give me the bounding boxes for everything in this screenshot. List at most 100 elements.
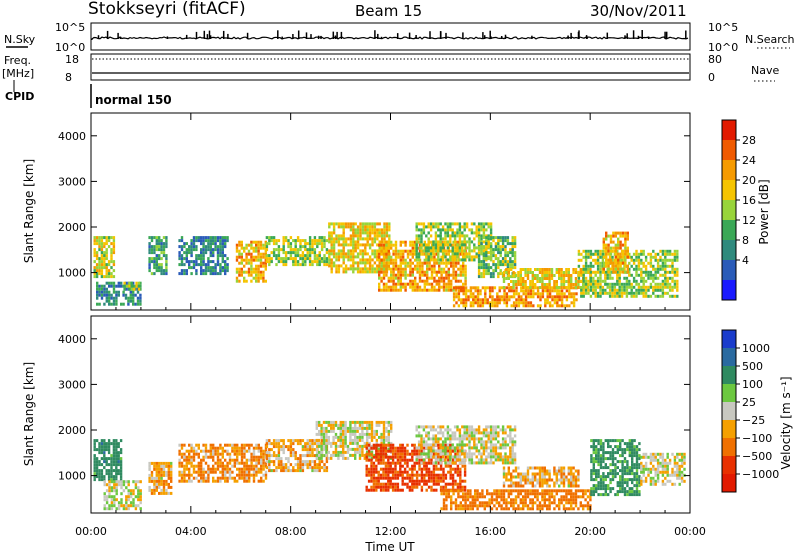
data-cell [368, 420, 371, 424]
data-cell [342, 252, 345, 256]
data-cell [207, 479, 210, 483]
data-cell [553, 283, 556, 286]
data-cell [382, 443, 385, 447]
data-cell [509, 275, 512, 279]
data-cell [513, 266, 517, 270]
data-cell [531, 280, 534, 283]
data-cell [505, 277, 508, 280]
data-cell [228, 458, 232, 462]
data-cell [635, 264, 638, 268]
data-cell [296, 442, 300, 446]
data-cell [228, 452, 232, 456]
data-cell [139, 293, 142, 297]
data-cell [630, 258, 633, 262]
data-cell [235, 255, 239, 259]
data-cell [396, 458, 400, 462]
data-cell [391, 467, 395, 471]
data-cell [185, 467, 188, 471]
data-cell [438, 285, 441, 289]
data-cell [439, 464, 443, 468]
data-cell [165, 269, 168, 273]
data-cell [107, 448, 111, 452]
data-cell [484, 286, 487, 290]
data-cell [396, 452, 400, 456]
data-cell [582, 271, 585, 274]
y-tick-label: 1000 [58, 267, 86, 280]
data-cell [313, 260, 317, 264]
data-cell [587, 288, 590, 292]
data-cell [107, 463, 111, 467]
data-cell [214, 239, 217, 243]
data-cell [394, 273, 398, 277]
data-cell [437, 252, 440, 256]
data-cell [592, 291, 595, 295]
data-cell [418, 249, 422, 253]
data-cell [180, 272, 184, 276]
data-cell [107, 275, 111, 279]
data-cell [139, 495, 142, 499]
data-cell [447, 482, 450, 486]
data-cell [248, 464, 251, 468]
data-cell [96, 296, 99, 300]
data-cell [494, 242, 498, 246]
data-cell [204, 251, 208, 255]
data-cell [422, 449, 426, 453]
data-cell [499, 269, 502, 273]
data-cell [418, 482, 421, 486]
data-cell [430, 282, 434, 286]
data-cell [427, 222, 430, 226]
data-cell [248, 479, 251, 483]
data-cell [621, 267, 625, 271]
data-cell [425, 464, 428, 468]
data-cell [135, 284, 138, 288]
data-cell [510, 289, 513, 293]
data-cell [346, 426, 350, 430]
data-cell [308, 448, 312, 452]
data-cell [565, 274, 568, 277]
data-cell [183, 473, 186, 477]
data-cell [392, 279, 395, 283]
data-cell [444, 243, 447, 247]
data-cell [280, 448, 283, 452]
data-cell [318, 456, 321, 460]
data-cell [162, 485, 166, 489]
data-cell [432, 455, 435, 459]
data-cell [318, 460, 321, 464]
data-cell [255, 264, 258, 268]
data-cell [162, 482, 166, 486]
data-cell [637, 264, 641, 268]
data-cell [158, 242, 161, 246]
data-cell [287, 469, 290, 473]
data-cell [127, 302, 130, 306]
data-cell [204, 446, 208, 450]
data-cell [399, 282, 402, 286]
data-cell [378, 231, 381, 235]
data-cell [243, 446, 246, 450]
data-cell [529, 295, 533, 299]
data-cell [257, 279, 260, 283]
data-cell [363, 453, 366, 457]
data-cell [148, 461, 151, 465]
data-cell [455, 295, 458, 299]
data-cell [377, 476, 380, 480]
data-cell [306, 463, 309, 467]
colorbar-segment [722, 200, 736, 220]
data-cell [411, 485, 414, 489]
data-cell [259, 276, 263, 280]
data-cell [103, 478, 106, 482]
data-cell [371, 222, 374, 226]
data-cell [513, 272, 517, 276]
data-cell [98, 236, 101, 240]
data-cell [259, 246, 263, 250]
data-cell [380, 252, 383, 256]
data-cell [296, 248, 300, 252]
data-cell [226, 464, 229, 468]
data-cell [565, 280, 568, 283]
data-cell [504, 251, 507, 255]
data-cell [456, 231, 459, 235]
data-cell [270, 236, 273, 240]
data-cell [453, 240, 457, 244]
data-cell [356, 267, 360, 271]
data-cell [158, 257, 161, 261]
data-cell [108, 507, 111, 511]
